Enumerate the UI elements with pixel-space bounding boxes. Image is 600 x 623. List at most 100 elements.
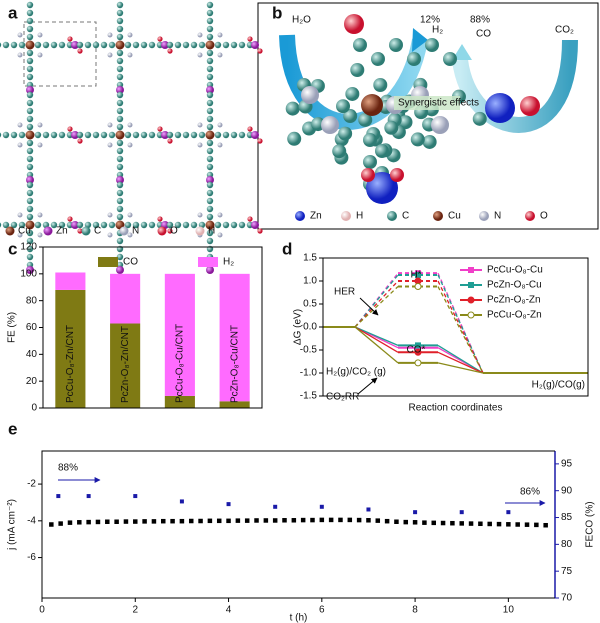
o-atom [77,138,83,144]
plot-frame [42,246,263,409]
atom [26,73,34,81]
legend-label: PcZn-O₈-Zn [487,295,541,306]
atom [116,25,124,33]
point [123,519,129,524]
atom [190,131,198,139]
legend-label: PcZn-O₈-Cu [487,280,542,291]
point [86,519,91,525]
y-tick-label: -4 [27,515,36,526]
point [506,522,511,527]
o-atom [167,228,173,234]
atom [332,144,347,159]
atom [197,122,203,128]
point [459,521,464,526]
atom [26,99,34,107]
legend-swatch [98,257,118,267]
atom [17,142,23,148]
atom [132,41,140,49]
atom [206,65,214,73]
atom [336,99,351,114]
atom [217,212,223,218]
x-axis-label: t (h) [290,613,308,623]
point [300,517,306,523]
atom [206,25,214,33]
atom [116,253,124,261]
atom [108,131,116,139]
atom [127,232,133,238]
atom [34,41,42,49]
atom [166,131,174,139]
marker [415,342,421,349]
atom [214,131,222,139]
atom [127,52,133,58]
atom [124,131,132,139]
atom [206,49,214,57]
atom [410,132,425,147]
atom [373,78,388,93]
atom [116,49,124,57]
atom [182,41,190,49]
connector [354,286,399,328]
atom [37,232,43,238]
atom [26,253,34,261]
atom [140,221,148,229]
legend-atom [119,226,129,236]
atom [92,131,100,139]
atom [34,131,42,139]
atom [198,41,206,49]
point [133,519,138,524]
legend-label: Cu [448,211,461,222]
atom [345,86,360,101]
legend-marker [468,267,474,273]
atom [116,1,124,9]
atom [37,212,43,218]
x-tick-label: PcZn-O₈-Zn/CNT [120,326,131,403]
bar [55,289,86,408]
atom [285,101,300,116]
atom [50,131,58,139]
atom [166,221,174,229]
b-label: 88% [470,15,490,26]
point [506,510,511,515]
legend-label: H [356,211,363,222]
atom [107,232,113,238]
atom [18,131,26,139]
atom [50,221,58,229]
atom [26,33,34,41]
atom [217,142,223,148]
atom [197,212,203,218]
y-tick-label: -1.0 [300,368,318,379]
zn-atom [251,221,259,229]
b-label: CO [476,29,491,40]
point [95,519,101,525]
legend-atom [195,226,205,236]
atom [197,32,203,38]
point [133,494,138,499]
zn-atom [116,86,124,94]
connector [354,326,399,346]
cu-atom [25,220,35,230]
atom [174,221,182,229]
point [170,518,175,524]
atom [26,213,34,221]
point [235,518,241,523]
atom [100,41,108,49]
atom [238,41,246,49]
atom [58,221,66,229]
legend-label: N [132,226,139,237]
legend-atom [43,226,53,236]
legend-marker [467,296,475,304]
atom [50,41,58,49]
atom [140,131,148,139]
atom [10,41,18,49]
atom [182,131,190,139]
annotation: H₂(g)/CO₂ (g) [326,367,386,378]
y-tick-label: 0.5 [303,299,317,310]
atom [472,111,487,126]
point [77,520,82,525]
atom [17,52,23,58]
cu-atom [205,40,215,50]
y2-tick-label: 85 [561,512,573,523]
atom [384,120,399,135]
point [216,518,222,524]
